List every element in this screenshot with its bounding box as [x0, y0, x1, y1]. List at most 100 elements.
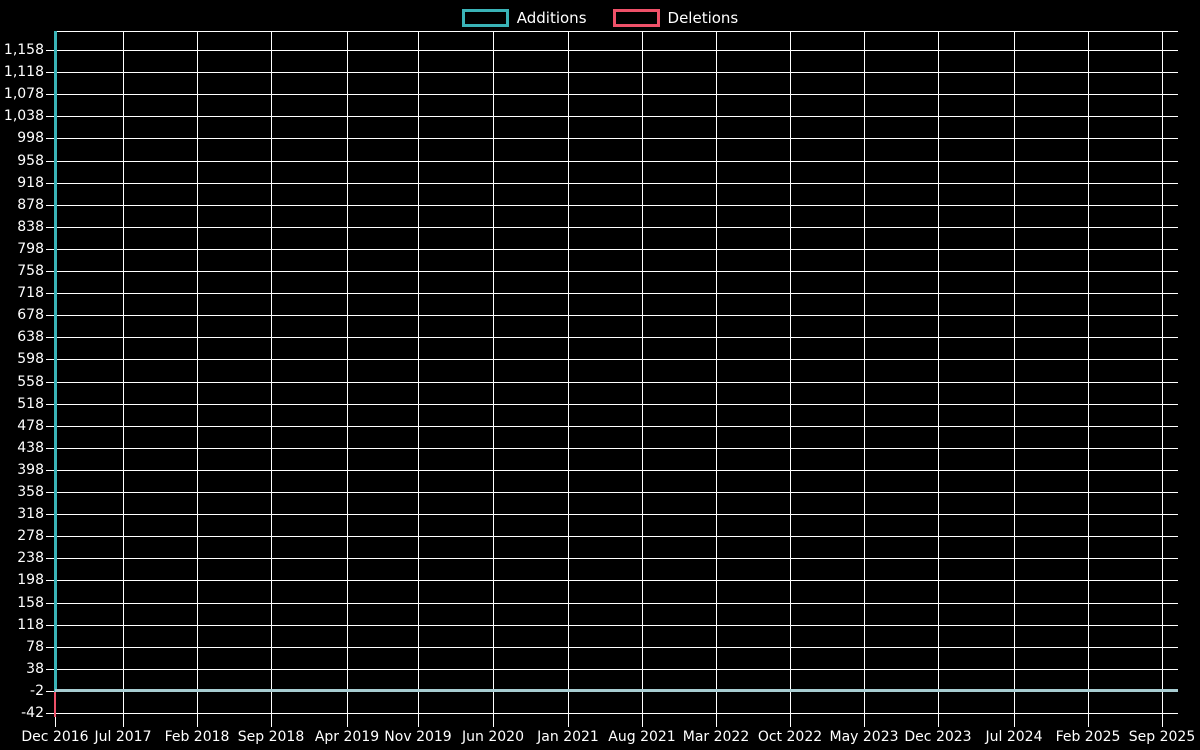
x-tick-label: Dec 2016 [21, 729, 89, 745]
y-tick-label: 318 [17, 506, 44, 523]
y-tick-mark [46, 713, 55, 714]
y-tick-mark [46, 558, 55, 560]
y-tick-mark [46, 337, 55, 339]
y-tick-label: 38 [26, 660, 44, 677]
x-tick-label: Nov 2019 [384, 729, 452, 745]
y-tick-label: 838 [17, 218, 44, 235]
y-tick-label: 758 [17, 263, 44, 279]
y-gridline [55, 293, 1178, 295]
y-gridline [55, 580, 1178, 582]
y-tick-label: -42 [21, 705, 44, 721]
y-tick-label: 238 [17, 550, 44, 567]
plot-top-border [55, 31, 1178, 32]
y-gridline [55, 447, 1178, 449]
x-gridline [864, 31, 865, 727]
y-gridline [55, 514, 1178, 516]
y-tick-label: 638 [17, 329, 44, 346]
x-gridline [347, 31, 348, 727]
y-tick-mark [46, 359, 55, 361]
y-tick-label: 78 [26, 638, 44, 655]
y-gridline [55, 337, 1178, 339]
y-gridline [55, 226, 1178, 228]
y-tick-mark [46, 116, 55, 118]
x-tick-label: Aug 2021 [608, 729, 676, 745]
y-gridline [55, 271, 1178, 272]
y-tick-label: 518 [17, 395, 44, 412]
y-tick-mark [46, 94, 55, 96]
x-gridline [568, 31, 569, 727]
y-tick-mark [46, 271, 55, 272]
y-gridline [55, 50, 1178, 51]
legend-label-additions: Additions [516, 9, 587, 27]
x-gridline [1088, 31, 1089, 727]
y-tick-mark [46, 204, 55, 206]
y-tick-mark [46, 536, 55, 538]
x-tick-label: Jan 2021 [537, 729, 599, 745]
y-tick-mark [46, 646, 55, 648]
y-gridline [55, 94, 1178, 96]
x-gridline [493, 31, 494, 727]
x-tick-label: Jul 2017 [94, 729, 152, 745]
x-tick-label: Jul 2024 [985, 729, 1043, 745]
y-gridline [55, 425, 1178, 427]
x-tick-label: Sep 2018 [237, 729, 305, 745]
y-gridline [55, 381, 1178, 383]
x-gridline [716, 31, 717, 727]
y-gridline [55, 624, 1178, 626]
x-tick-label: Feb 2025 [1055, 729, 1121, 745]
y-tick-mark [46, 514, 55, 516]
y-tick-mark [46, 138, 55, 140]
x-gridline [197, 31, 198, 727]
y-tick-mark [46, 624, 55, 626]
y-tick-mark [46, 447, 55, 449]
y-tick-mark [46, 226, 55, 228]
y-tick-mark [46, 315, 55, 317]
additions-flat-line [55, 689, 1178, 693]
y-tick-label: 558 [17, 373, 44, 390]
deletions-spike-line [54, 689, 56, 718]
y-gridline [55, 315, 1178, 317]
deletions-swatch-icon [612, 9, 660, 27]
y-tick-mark [46, 50, 55, 51]
y-tick-label: 1,078 [3, 86, 44, 103]
additions-spike-line [54, 31, 57, 692]
y-gridline [55, 359, 1178, 361]
y-tick-label: 158 [17, 594, 44, 611]
x-tick-label: Apr 2019 [314, 729, 380, 745]
y-gridline [55, 204, 1178, 206]
legend-item-additions[interactable]: Additions [461, 8, 587, 28]
y-tick-mark [46, 668, 55, 670]
y-tick-label: 598 [17, 351, 44, 368]
x-tick-label: Feb 2018 [164, 729, 230, 745]
x-tick-label: Oct 2022 [757, 729, 823, 745]
x-tick-label: May 2023 [829, 729, 899, 745]
y-tick-mark [46, 72, 55, 74]
y-tick-label: 478 [17, 417, 44, 434]
y-tick-label: 718 [17, 285, 44, 302]
chart-legend: Additions Deletions [0, 8, 1200, 28]
y-tick-mark [46, 425, 55, 427]
y-tick-label: 678 [17, 307, 44, 324]
y-gridline [55, 492, 1178, 493]
legend-item-deletions[interactable]: Deletions [612, 8, 738, 28]
x-tick-label: Jun 2020 [462, 729, 524, 745]
y-gridline [55, 160, 1178, 162]
y-gridline [55, 602, 1178, 604]
x-gridline [790, 31, 791, 727]
y-tick-label: 1,118 [3, 64, 44, 81]
y-tick-mark [46, 492, 55, 493]
y-gridline [55, 116, 1178, 118]
y-tick-label: 438 [17, 439, 44, 456]
x-gridline [418, 31, 419, 727]
y-gridline [55, 668, 1178, 670]
y-tick-mark [46, 403, 55, 405]
x-tick-label: Sep 2025 [1128, 729, 1196, 745]
y-gridline [55, 536, 1178, 538]
y-tick-mark [46, 381, 55, 383]
y-tick-mark [46, 690, 55, 692]
y-gridline [55, 713, 1178, 714]
y-tick-label: 278 [17, 528, 44, 545]
y-gridline [55, 182, 1178, 184]
y-gridline [55, 403, 1178, 405]
